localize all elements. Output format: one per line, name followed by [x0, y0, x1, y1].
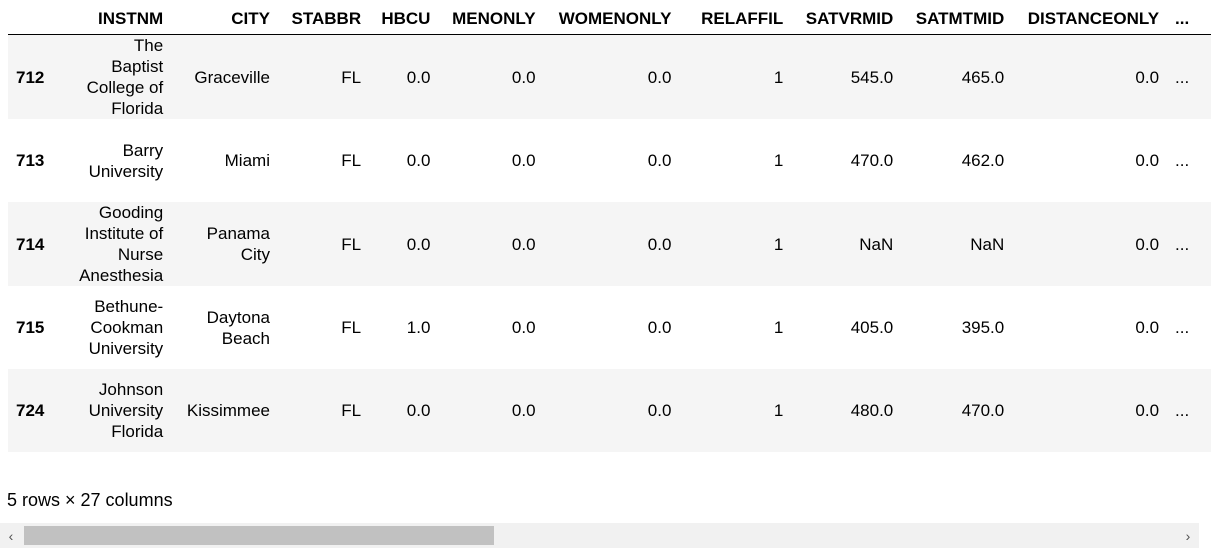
cell-satvrmid: NaN [859, 234, 894, 254]
index-header [8, 3, 72, 35]
chevron-left-icon: ‹ [8, 527, 14, 544]
column-header-instnm: INSTNM [71, 3, 172, 35]
column-header-satvrmid: SATVRMID [791, 3, 902, 35]
cell-relaffil: 1 [773, 401, 784, 420]
cell-city: Graceville [194, 67, 270, 87]
cell-distanceonly: 0.0 [1135, 318, 1160, 337]
cell-menonly: 0.0 [511, 67, 536, 87]
cell-stabbr: FL [341, 67, 362, 87]
scroll-left-button[interactable]: ‹ [0, 523, 22, 548]
cell-relaffil: 1 [773, 67, 784, 87]
cell-distanceonly: 0.0 [1135, 234, 1160, 254]
cell-hbcu: 1.0 [406, 318, 431, 337]
cell-relaffil: 1 [773, 151, 784, 170]
table-row: 713 Barry University Miami FL 0.0 0.0 0.… [8, 119, 1211, 202]
cell-stabbr: FL [341, 318, 362, 337]
column-header-stabbr: STABBR [277, 3, 370, 35]
chevron-right-icon: › [1185, 527, 1191, 544]
cell-satvrmid: 405.0 [850, 318, 894, 337]
cell-ellipsis: ... [1175, 401, 1190, 420]
cell-womenonly: 0.0 [647, 401, 672, 420]
cell-satvrmid: 545.0 [850, 67, 894, 87]
cell-menonly: 0.0 [511, 151, 536, 170]
horizontal-scrollbar[interactable]: ‹ › [0, 523, 1199, 548]
cell-hbcu: 0.0 [406, 67, 431, 87]
table-row: 715 Bethune-Cookman University Daytona B… [8, 286, 1211, 369]
cell-satmtmid: NaN [970, 234, 1005, 254]
cell-ellipsis: ... [1175, 151, 1190, 170]
cell-instnm: Barry University [88, 140, 164, 181]
table-row: 712 The Baptist College of Florida Grace… [8, 34, 1211, 119]
column-header-hbcu: HBCU [369, 3, 439, 35]
cell-satmtmid: 462.0 [961, 151, 1005, 170]
column-header-satmtmid: SATMTMID [901, 3, 1013, 35]
dataframe-table: INSTNM CITY STABBR HBCU MENONLY WOMENONL… [8, 3, 1211, 452]
dataframe-shape-summary: 5 rows × 27 columns [7, 490, 173, 510]
cell-instnm: Gooding Institute of Nurse Anesthesia [79, 203, 164, 285]
column-header-womenonly: WOMENONLY [543, 3, 680, 35]
cell-city: Panama City [206, 224, 270, 264]
cell-distanceonly: 0.0 [1135, 151, 1160, 170]
cell-hbcu: 0.0 [406, 401, 431, 420]
cell-hbcu: 0.0 [406, 151, 431, 170]
cell-ellipsis: ... [1175, 67, 1190, 87]
cell-womenonly: 0.0 [647, 67, 672, 87]
header-row: INSTNM CITY STABBR HBCU MENONLY WOMENONL… [8, 3, 1211, 35]
cell-relaffil: 1 [773, 234, 784, 254]
column-header-ellipsis: ... [1167, 3, 1211, 35]
cell-womenonly: 0.0 [647, 318, 672, 337]
column-header-distanceonly: DISTANCEONLY [1012, 3, 1168, 35]
cell-menonly: 0.0 [511, 401, 536, 420]
cell-satmtmid: 395.0 [961, 318, 1005, 337]
cell-stabbr: FL [341, 151, 362, 170]
cell-instnm: Johnson University Florida [88, 380, 164, 441]
cell-satmtmid: 470.0 [961, 401, 1005, 420]
row-index: 713 [16, 151, 45, 170]
cell-satvrmid: 470.0 [850, 151, 894, 170]
cell-ellipsis: ... [1175, 234, 1190, 254]
cell-womenonly: 0.0 [647, 234, 672, 254]
cell-relaffil: 1 [773, 318, 784, 337]
table-row: 714 Gooding Institute of Nurse Anesthesi… [8, 202, 1211, 286]
cell-hbcu: 0.0 [406, 234, 431, 254]
cell-womenonly: 0.0 [647, 151, 672, 170]
cell-satvrmid: 480.0 [850, 401, 894, 420]
cell-distanceonly: 0.0 [1135, 401, 1160, 420]
row-index: 714 [16, 234, 45, 254]
scroll-right-button[interactable]: › [1177, 523, 1199, 548]
cell-city: Daytona Beach [206, 307, 270, 348]
cell-instnm: The Baptist College of Florida [86, 36, 164, 118]
row-index: 715 [16, 318, 45, 337]
cell-distanceonly: 0.0 [1135, 67, 1160, 87]
cell-city: Kissimmee [186, 401, 270, 420]
scroll-thumb[interactable] [24, 526, 494, 545]
column-header-menonly: MENONLY [438, 3, 544, 35]
table-row: 724 Johnson University Florida Kissimmee… [8, 369, 1211, 452]
column-header-city: CITY [171, 3, 278, 35]
cell-ellipsis: ... [1175, 318, 1190, 337]
dataframe-output: INSTNM CITY STABBR HBCU MENONLY WOMENONL… [8, 3, 1211, 452]
cell-city: Miami [224, 151, 270, 170]
cell-menonly: 0.0 [511, 234, 536, 254]
cell-satmtmid: 465.0 [961, 67, 1005, 87]
cell-instnm: Bethune-Cookman University [88, 297, 164, 358]
cell-menonly: 0.0 [511, 318, 536, 337]
row-index: 712 [16, 67, 45, 87]
cell-stabbr: FL [341, 401, 362, 420]
row-index: 724 [16, 401, 45, 420]
column-header-relaffil: RELAFFIL [679, 3, 792, 35]
cell-stabbr: FL [341, 234, 362, 254]
